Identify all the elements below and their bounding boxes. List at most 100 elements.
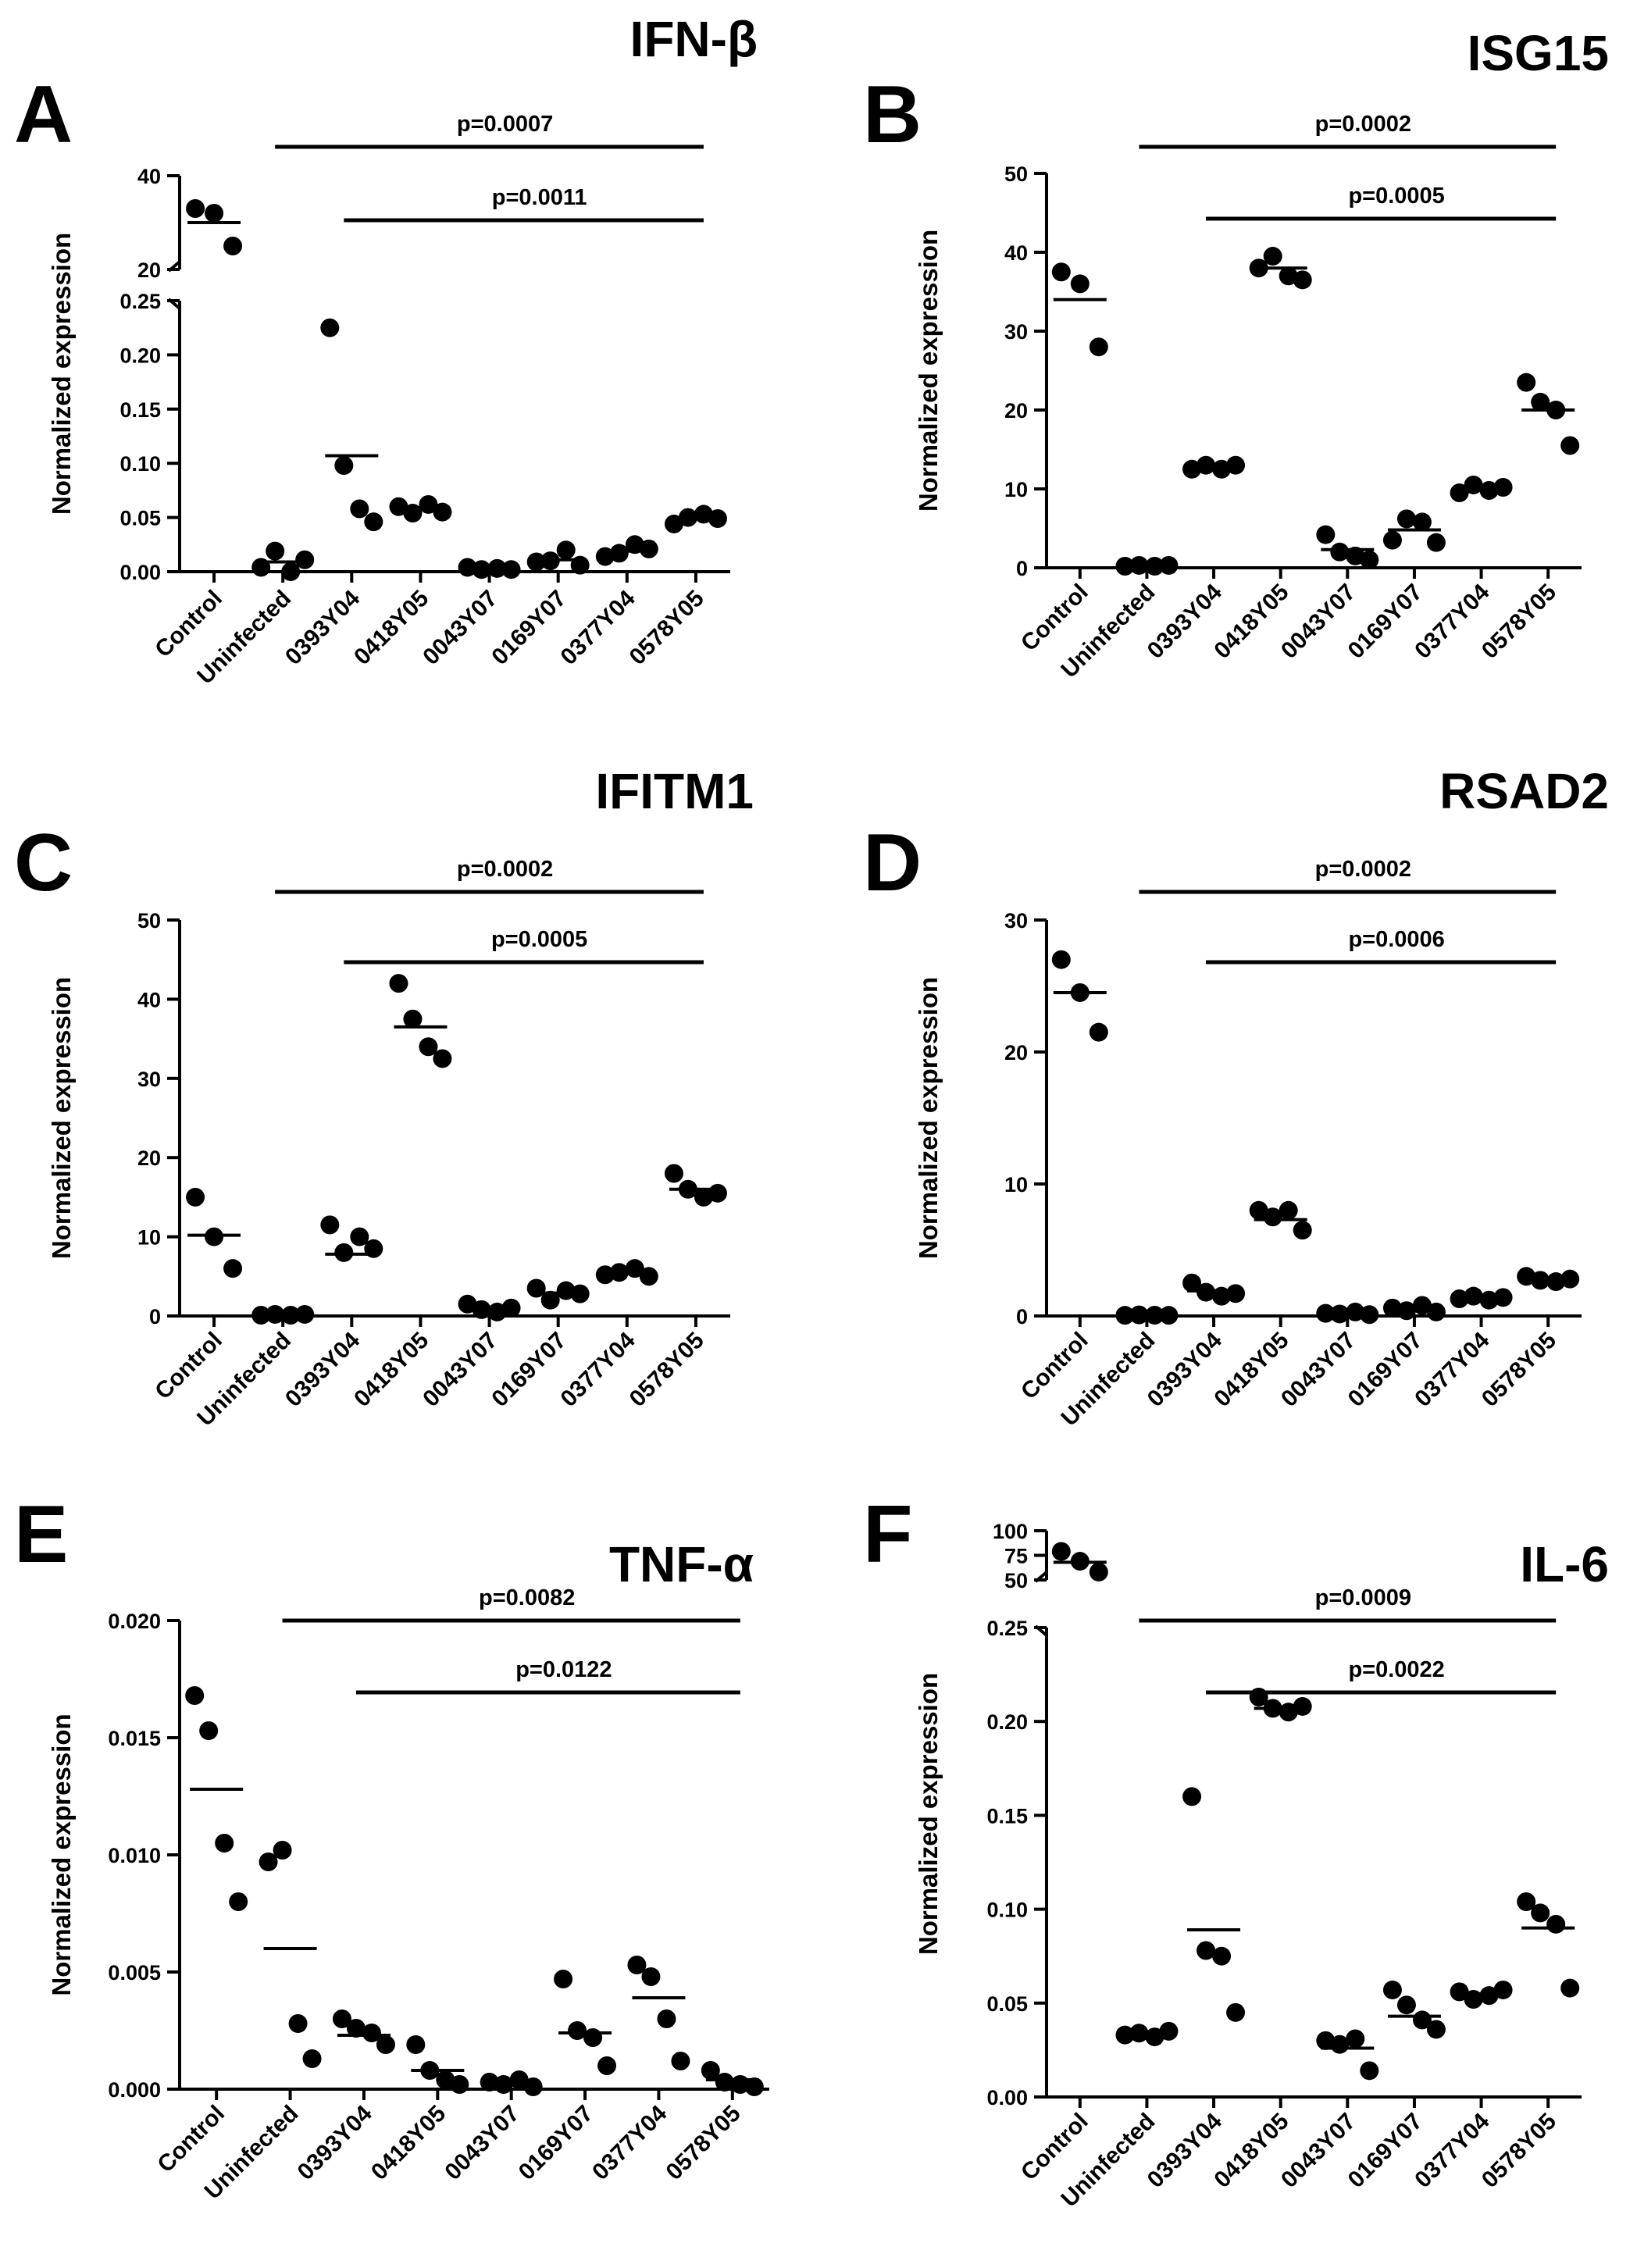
- data-point: [223, 237, 243, 255]
- data-point: [433, 1049, 452, 1068]
- panel-letter: B: [863, 70, 922, 160]
- y-tick-label: 20: [1004, 399, 1028, 423]
- data-point: [1263, 247, 1282, 266]
- data-point: [694, 1187, 713, 1207]
- y-axis-label: Normalized expression: [914, 977, 943, 1259]
- data-point: [1089, 337, 1108, 357]
- chart-title: ISG15: [1468, 25, 1609, 81]
- data-point: [1070, 274, 1090, 294]
- pvalue-label: p=0.0011: [492, 185, 587, 210]
- x-tick-label: 0578Y05: [1477, 1328, 1561, 1412]
- data-point: [259, 1853, 278, 1871]
- data-point: [1226, 1284, 1246, 1303]
- data-point: [1159, 2021, 1179, 2041]
- data-point: [1249, 1200, 1268, 1220]
- data-point: [320, 1215, 340, 1235]
- data-point: [186, 199, 205, 218]
- y-tick-label: 50: [137, 909, 161, 933]
- data-point: [406, 2035, 426, 2054]
- pvalue-label: p=0.0009: [1315, 1585, 1411, 1610]
- data-point: [609, 544, 629, 563]
- data-point: [1051, 1542, 1071, 1561]
- pvalue-label: p=0.0002: [457, 857, 553, 882]
- pvalue-label: p=0.0002: [1315, 112, 1411, 137]
- axis-break-mark: [167, 298, 181, 310]
- y-axis-label: Normalized expression: [47, 1713, 76, 1995]
- panel-letter: C: [14, 818, 73, 908]
- data-point: [1531, 1903, 1550, 1923]
- data-point: [1493, 477, 1513, 497]
- panel-letter: F: [863, 1489, 913, 1580]
- y-tick-label: 100: [993, 1520, 1028, 1543]
- y-tick-label: 0.10: [986, 1899, 1028, 1922]
- chart-title: TNF-α: [609, 1536, 754, 1592]
- data-point: [1382, 530, 1402, 550]
- data-point: [334, 455, 354, 475]
- data-point: [1560, 1978, 1580, 1998]
- panel-B: BISG1501020304050ControlUninfected0393Y0…: [863, 25, 1609, 683]
- data-point: [273, 1841, 292, 1860]
- data-point: [346, 2019, 366, 2038]
- data-point: [1182, 1273, 1202, 1293]
- y-tick-label: 10: [1004, 478, 1028, 501]
- x-tick-label: 0169Y07: [514, 2101, 598, 2185]
- data-point: [302, 2049, 322, 2068]
- x-tick-label: 0393Y04: [293, 2100, 377, 2184]
- data-point: [657, 2009, 676, 2028]
- data-point: [295, 550, 315, 569]
- data-point: [288, 2014, 308, 2033]
- y-tick-label: 0.000: [108, 2078, 161, 2102]
- x-tick-label: 0043Y07: [418, 1328, 502, 1412]
- x-tick-label: 0578Y05: [661, 2101, 745, 2185]
- y-tick-label: 0.10: [119, 452, 161, 476]
- x-tick-label: 0377Y04: [555, 585, 640, 669]
- data-point: [350, 1227, 369, 1246]
- data-point: [1197, 455, 1216, 475]
- data-point: [664, 1164, 683, 1183]
- y-tick-label: 0.15: [986, 1804, 1028, 1828]
- y-tick-label: 40: [137, 165, 161, 188]
- y-tick-label: 10: [1004, 1173, 1028, 1196]
- pvalue-label: p=0.0122: [515, 1657, 612, 1682]
- y-tick-label: 0.010: [108, 1844, 161, 1867]
- data-point: [639, 1267, 658, 1286]
- data-point: [494, 2075, 513, 2094]
- data-point: [1396, 1995, 1416, 2015]
- data-point: [1182, 459, 1202, 479]
- data-point: [1493, 1980, 1513, 1999]
- data-point: [389, 974, 408, 993]
- data-point: [281, 562, 301, 581]
- data-point: [1197, 1941, 1216, 1960]
- y-tick-label: 0.05: [119, 507, 161, 530]
- x-tick-label: 0578Y05: [1477, 579, 1561, 664]
- data-point: [1212, 459, 1232, 479]
- x-tick-label: Control: [152, 2101, 230, 2178]
- y-tick-label: 20: [1004, 1041, 1028, 1064]
- x-tick-label: 0393Y04: [280, 1327, 365, 1411]
- x-tick-label: 0578Y05: [625, 586, 709, 670]
- data-point: [701, 2061, 720, 2080]
- y-tick-label: 0.20: [986, 1710, 1028, 1734]
- data-point: [708, 1183, 727, 1203]
- data-point: [744, 2077, 764, 2096]
- x-tick-label: 0393Y04: [280, 585, 365, 669]
- data-point: [1426, 533, 1446, 552]
- y-tick-label: 30: [1004, 909, 1028, 933]
- data-point: [583, 2028, 603, 2047]
- data-point: [266, 541, 285, 561]
- x-tick-label: 0578Y05: [625, 1328, 709, 1412]
- y-tick-label: 50: [1004, 162, 1028, 186]
- y-tick-label: 0.15: [119, 398, 161, 422]
- data-point: [1479, 1986, 1499, 2006]
- data-point: [389, 497, 408, 516]
- pvalue-label: p=0.0002: [1315, 857, 1411, 882]
- data-point: [556, 540, 576, 560]
- x-tick-label: 0043Y07: [440, 2101, 524, 2185]
- panel-letter: A: [14, 70, 73, 160]
- data-point: [1316, 2031, 1336, 2050]
- panel-A: AIFN-β0.000.050.100.150.200.252040Contro…: [14, 11, 758, 690]
- data-point: [334, 1243, 354, 1262]
- data-point: [671, 2052, 690, 2070]
- data-point: [509, 2070, 529, 2089]
- y-tick-label: 30: [137, 1068, 161, 1091]
